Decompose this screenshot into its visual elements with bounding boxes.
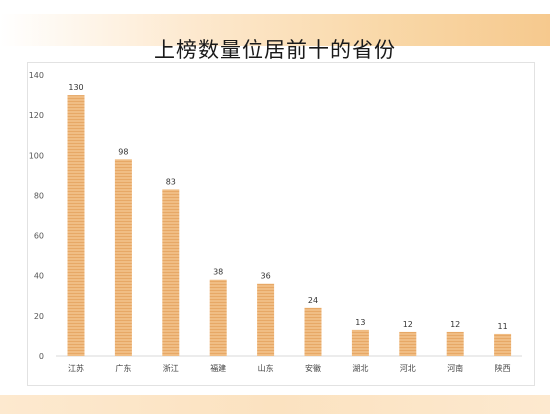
bar [162, 189, 180, 356]
y-tick-label: 20 [34, 312, 44, 321]
y-tick-label: 60 [34, 232, 44, 241]
bar [446, 331, 464, 356]
bar [209, 279, 227, 356]
data-label: 11 [498, 322, 508, 331]
bar [304, 307, 322, 356]
x-tick-label: 福建 [210, 363, 226, 373]
data-label: 98 [118, 147, 128, 156]
bar [67, 95, 85, 357]
x-tick-label: 河南 [447, 363, 463, 373]
y-tick-label: 80 [34, 191, 44, 200]
y-tick-label: 0 [39, 352, 44, 361]
data-label: 24 [308, 296, 318, 305]
header-band [0, 14, 550, 46]
x-tick-label: 山东 [258, 363, 274, 373]
bar [351, 329, 369, 356]
bar [494, 333, 512, 356]
x-tick-label: 广东 [115, 363, 131, 373]
bar [257, 283, 275, 356]
x-tick-label: 陕西 [495, 363, 511, 373]
y-tick-label: 40 [34, 272, 44, 281]
bar [399, 331, 417, 356]
x-tick-label: 浙江 [163, 363, 179, 373]
data-label: 12 [450, 320, 460, 329]
y-tick-label: 140 [29, 71, 44, 80]
bar [114, 159, 132, 356]
data-label: 130 [68, 83, 83, 92]
x-tick-label: 湖北 [352, 364, 368, 373]
x-tick-label: 安徽 [305, 363, 321, 373]
chart-title: 上榜数量位居前十的省份 [154, 38, 396, 62]
y-tick-label: 120 [29, 111, 44, 120]
x-tick-label: 江苏 [68, 363, 84, 373]
data-label: 12 [403, 320, 413, 329]
data-label: 13 [355, 318, 365, 327]
y-tick-label: 100 [29, 151, 44, 160]
data-label: 36 [261, 272, 271, 281]
data-label: 38 [213, 268, 223, 277]
x-tick-label: 河北 [400, 363, 416, 373]
data-label: 83 [166, 177, 176, 186]
footer-band [0, 395, 550, 414]
